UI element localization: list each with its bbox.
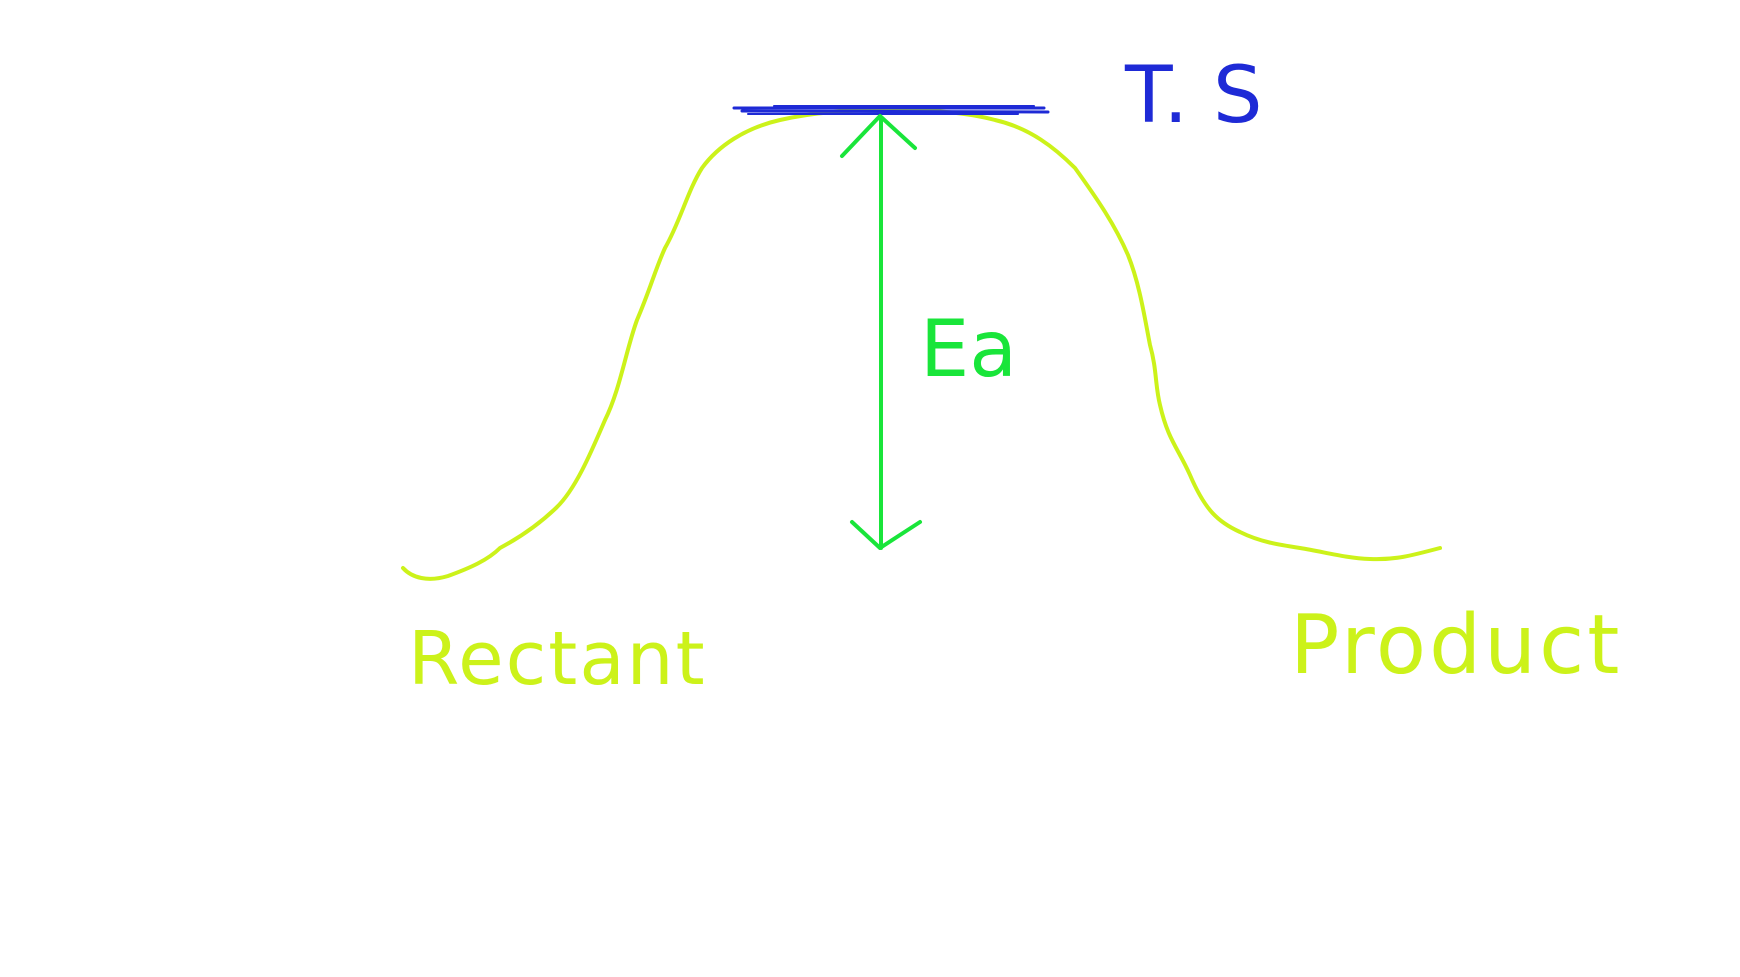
product-label: Product xyxy=(1290,598,1622,693)
reactant-label: Rectant xyxy=(408,616,707,702)
activation-energy-label: Ea xyxy=(920,305,1017,395)
activation-energy-arrow xyxy=(840,114,922,550)
transition-state-label: T. S xyxy=(1124,51,1263,141)
transition-state-line xyxy=(732,105,1050,115)
